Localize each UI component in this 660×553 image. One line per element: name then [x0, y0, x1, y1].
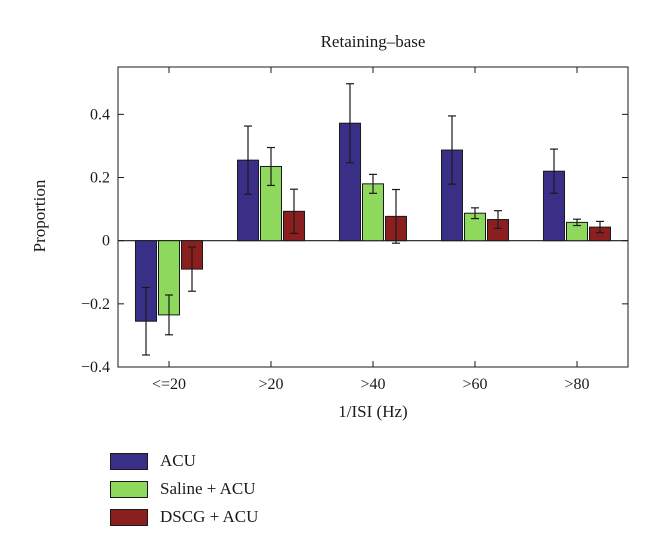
x-axis: <=20 >20 >40 >60 >80: [152, 67, 590, 393]
x-tick-label: >40: [360, 376, 385, 393]
legend-swatch-dscg-acu: [110, 508, 148, 526]
x-tick-label: >60: [462, 376, 487, 393]
bar-chart: Retaining–base −0.4 −0.2 0 0.2 0.4 <=20 >20 >4…: [30, 32, 629, 421]
legend-item-acu: ACU: [110, 449, 258, 473]
y-tick-label: −0.2: [81, 296, 110, 313]
legend-label-saline-acu: Saline + ACU: [160, 479, 256, 498]
chart-title: Retaining–base: [321, 32, 426, 51]
y-tick-label: −0.4: [81, 359, 110, 376]
y-axis: −0.4 −0.2 0 0.2 0.4: [81, 106, 628, 376]
x-axis-title: 1/ISI (Hz): [338, 402, 407, 421]
legend-label-acu: ACU: [160, 451, 196, 470]
y-tick-label: 0.4: [90, 106, 110, 123]
bars-group: [135, 83, 611, 356]
y-tick-label: 0.2: [90, 170, 110, 187]
legend-item-saline-acu: Saline + ACU: [110, 477, 258, 501]
x-tick-label: >20: [258, 376, 283, 393]
legend-label-dscg-acu: DSCG + ACU: [160, 507, 259, 526]
legend-swatch-acu: [110, 452, 148, 470]
legend: ACU Saline + ACU DSCG + ACU: [110, 449, 258, 533]
x-tick-label: >80: [564, 376, 589, 393]
y-tick-label: 0: [102, 233, 110, 250]
x-tick-label: <=20: [152, 376, 186, 393]
legend-item-dscg-acu: DSCG + ACU: [110, 505, 258, 529]
y-axis-title: Proportion: [30, 179, 49, 252]
legend-swatch-saline-acu: [110, 480, 148, 498]
